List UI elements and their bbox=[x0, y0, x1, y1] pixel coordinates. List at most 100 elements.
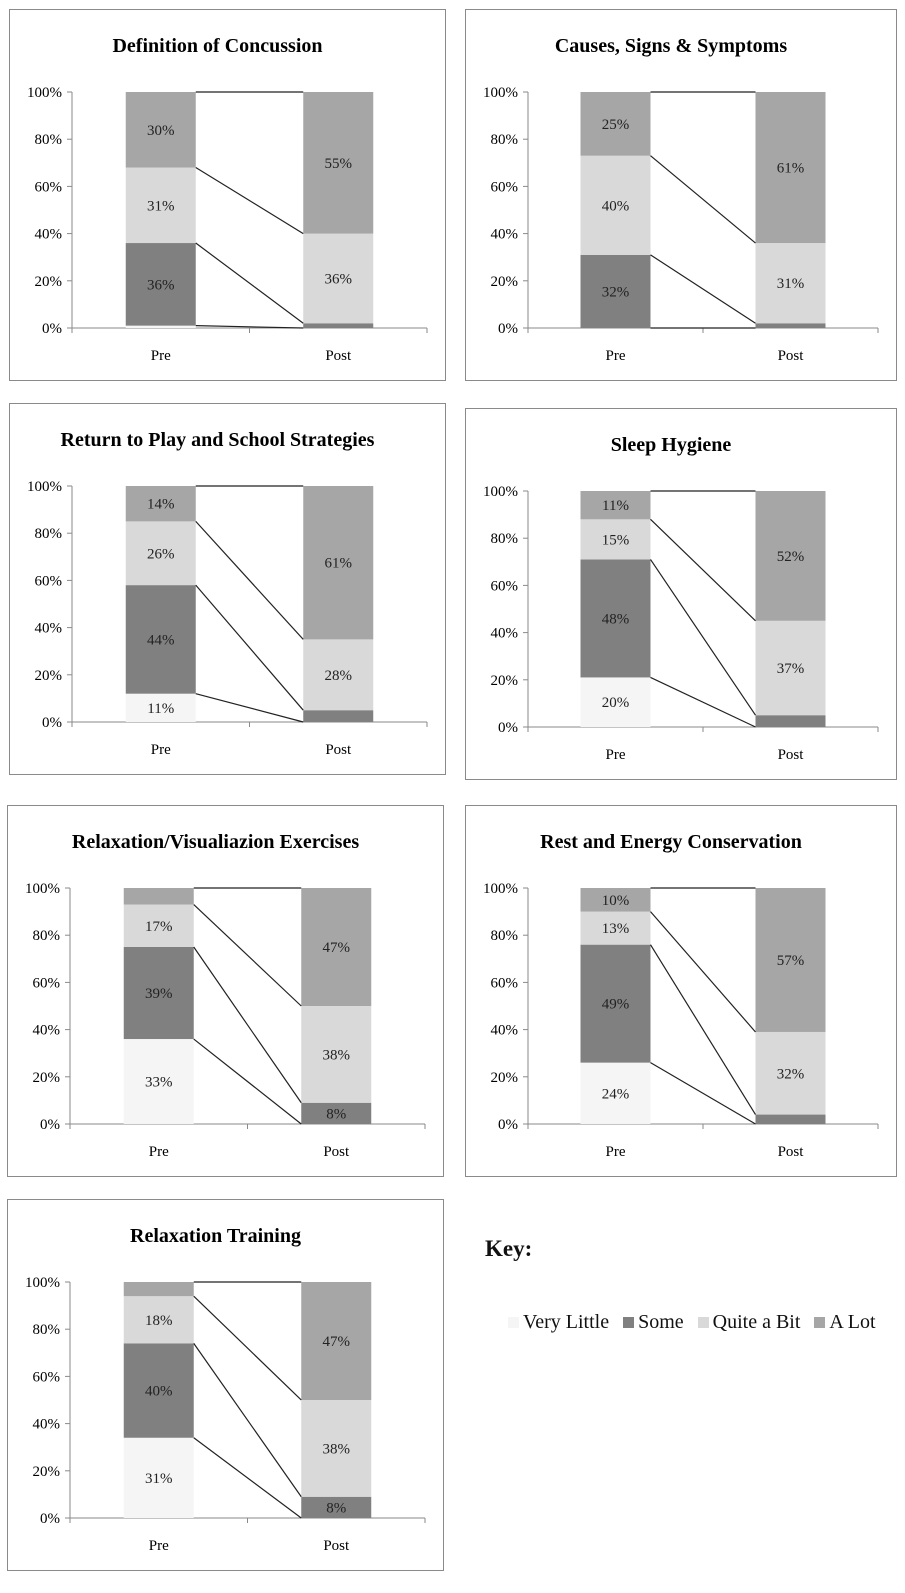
y-tick-label: 20% bbox=[491, 673, 519, 689]
series-connector-line bbox=[193, 1295, 302, 1401]
data-label-pre-some: 36% bbox=[147, 277, 175, 293]
data-label-pre-quite-a-bit: 40% bbox=[602, 198, 630, 214]
data-label-post-a-lot: 47% bbox=[323, 1334, 351, 1350]
y-tick-label: 40% bbox=[33, 1417, 61, 1433]
y-tick-label: 80% bbox=[33, 1322, 61, 1338]
category-label-pre: Pre bbox=[151, 348, 171, 364]
data-label-pre-some: 40% bbox=[145, 1384, 173, 1400]
bar-segment-post-some bbox=[301, 1496, 372, 1518]
y-tick-label: 80% bbox=[33, 928, 61, 944]
bar-segment-post-a-lot bbox=[303, 92, 374, 234]
bar-segment-pre-quite-a-bit bbox=[123, 1296, 194, 1344]
legend-item-a-lot: A Lot bbox=[814, 1311, 876, 1334]
chart-title: Return to Play and School Strategies bbox=[61, 429, 375, 451]
data-label-pre-quite-a-bit: 17% bbox=[145, 919, 173, 935]
y-tick-label: 20% bbox=[491, 274, 519, 290]
data-label-post-some: 8% bbox=[326, 1106, 346, 1122]
series-connector-line bbox=[650, 1062, 756, 1125]
y-tick-label: 100% bbox=[483, 85, 518, 101]
legend-swatch-quite-a-bit bbox=[697, 1317, 709, 1328]
category-label-post: Post bbox=[323, 1538, 350, 1554]
legend-label-quite-a-bit: Quite a Bit bbox=[712, 1311, 801, 1333]
bar-segment-pre-some bbox=[123, 947, 194, 1040]
data-label-pre-quite-a-bit: 31% bbox=[147, 198, 175, 214]
bar-segment-post-a-lot bbox=[303, 486, 374, 640]
bar-segment-pre-a-lot bbox=[123, 888, 194, 905]
bar-segment-post-quite-a-bit bbox=[303, 639, 374, 711]
bar-segment-pre-very-little bbox=[125, 325, 196, 328]
bar-segment-pre-quite-a-bit bbox=[580, 519, 651, 560]
data-label-pre-some: 44% bbox=[147, 632, 175, 648]
category-label-post: Post bbox=[325, 742, 352, 758]
series-connector-line bbox=[195, 584, 304, 711]
chart-svg: Causes, Signs & Symptoms 0% 20% 40% 60% 80% 10… bbox=[483, 35, 879, 364]
data-label-pre-some: 49% bbox=[602, 997, 630, 1013]
y-tick-label: 0% bbox=[498, 1117, 518, 1133]
bar-segment-post-some bbox=[303, 323, 374, 328]
bar-segment-post-quite-a-bit bbox=[755, 243, 826, 324]
y-tick-label: 0% bbox=[498, 720, 518, 736]
legend-item-quite-a-bit: Quite a Bit bbox=[697, 1311, 801, 1334]
y-tick-label: 80% bbox=[491, 531, 519, 547]
data-label-pre-very-little: 31% bbox=[145, 1471, 173, 1487]
data-label-post-quite-a-bit: 31% bbox=[777, 276, 805, 292]
data-label-post-quite-a-bit: 38% bbox=[323, 1047, 351, 1063]
data-label-pre-quite-a-bit: 13% bbox=[602, 921, 630, 937]
data-label-pre-quite-a-bit: 15% bbox=[602, 532, 630, 548]
series-connector-line bbox=[193, 1038, 302, 1125]
y-tick-label: 0% bbox=[40, 1117, 60, 1133]
chart-panel-relaxation-visualiazion-exercises: Relaxation/Visualiazion Exercises 0% 20% 40… bbox=[7, 805, 444, 1177]
y-tick-label: 20% bbox=[35, 274, 63, 290]
y-tick-label: 80% bbox=[491, 928, 519, 944]
data-label-post-a-lot: 61% bbox=[777, 161, 805, 177]
bar-segment-post-some bbox=[755, 323, 826, 328]
bar-segment-pre-some bbox=[580, 944, 651, 1063]
chart-panel-relaxation-training: Relaxation Training 0% 20% 40% 60% 80% 100% 31%… bbox=[7, 1199, 444, 1571]
data-label-pre-a-lot: 10% bbox=[602, 893, 630, 909]
bar-segment-post-quite-a-bit bbox=[303, 233, 374, 324]
bar-segment-post-quite-a-bit bbox=[755, 620, 826, 716]
category-label-pre: Pre bbox=[606, 1144, 626, 1160]
y-tick-label: 60% bbox=[491, 179, 519, 195]
chart-title: Definition of Concussion bbox=[112, 35, 322, 57]
category-label-post: Post bbox=[778, 747, 805, 763]
bar-segment-pre-very-little bbox=[123, 1437, 194, 1518]
y-tick-label: 0% bbox=[40, 1511, 60, 1527]
legend-swatch-very-little bbox=[508, 1317, 519, 1328]
chart-panel-sleep-hygiene: Sleep Hygiene 0% 20% 40% 60% 80% 100% 20% 48% 15%… bbox=[465, 408, 897, 780]
bar-segment-pre-quite-a-bit bbox=[580, 911, 651, 945]
data-label-pre-some: 48% bbox=[602, 611, 630, 627]
series-connector-line bbox=[650, 911, 756, 1033]
bar-segment-pre-some bbox=[125, 585, 196, 694]
y-tick-label: 0% bbox=[498, 321, 518, 337]
data-label-pre-quite-a-bit: 18% bbox=[145, 1313, 173, 1329]
category-label-post: Post bbox=[778, 348, 805, 364]
bar-segment-post-a-lot bbox=[755, 491, 826, 621]
data-label-post-quite-a-bit: 28% bbox=[325, 668, 353, 684]
data-label-pre-a-lot: 30% bbox=[147, 123, 175, 139]
y-tick-label: 80% bbox=[35, 132, 63, 148]
category-label-pre: Pre bbox=[149, 1538, 169, 1554]
legend-item-some: Some bbox=[623, 1311, 684, 1334]
y-tick-label: 60% bbox=[33, 1369, 61, 1385]
y-tick-label: 80% bbox=[35, 526, 63, 542]
chart-panel-return-to-play-and-school-strategies: Return to Play and School Strategies 0% 20… bbox=[9, 403, 446, 775]
bar-segment-post-some bbox=[301, 1102, 372, 1124]
data-label-post-a-lot: 55% bbox=[325, 156, 353, 172]
bar-segment-post-a-lot bbox=[755, 92, 826, 244]
bar-segment-post-a-lot bbox=[755, 888, 826, 1032]
bar-segment-post-a-lot bbox=[301, 888, 372, 1006]
y-tick-label: 20% bbox=[33, 1070, 61, 1086]
series-connector-line bbox=[195, 325, 304, 329]
data-label-pre-some: 39% bbox=[145, 986, 173, 1002]
data-label-post-quite-a-bit: 38% bbox=[323, 1441, 351, 1457]
y-tick-label: 40% bbox=[35, 227, 63, 243]
y-tick-label: 100% bbox=[25, 1275, 60, 1291]
y-tick-label: 40% bbox=[491, 227, 519, 243]
y-tick-label: 100% bbox=[27, 85, 62, 101]
chart-title: Rest and Energy Conservation bbox=[540, 831, 802, 853]
y-tick-label: 60% bbox=[35, 573, 63, 589]
y-tick-label: 60% bbox=[35, 179, 63, 195]
y-tick-label: 40% bbox=[491, 1023, 519, 1039]
data-label-pre-some: 32% bbox=[602, 284, 630, 300]
